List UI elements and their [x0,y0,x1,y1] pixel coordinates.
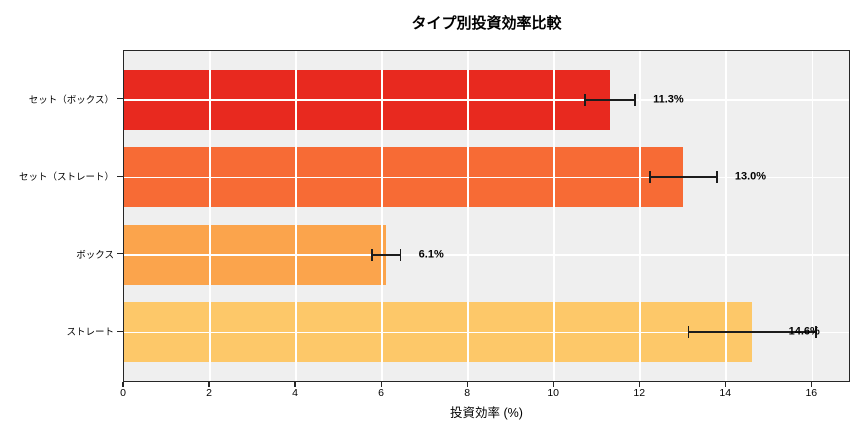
gridline [381,51,383,381]
value-label: 11.3% [653,93,684,106]
y-axis-tick [117,98,123,100]
x-axis-tick-label: 16 [805,387,818,399]
x-axis-tick-label: 0 [120,387,126,399]
x-axis-tick [638,382,640,387]
x-axis-tick [294,382,296,387]
x-axis-tick-label: 12 [633,387,646,399]
x-axis-tick [380,382,382,387]
x-axis-tick-label: 2 [206,387,212,399]
x-axis-tick [466,382,468,387]
gridline [124,99,849,101]
gridline [639,51,641,381]
error-bar-cap [648,171,651,184]
x-axis-tick-label: 14 [719,387,732,399]
value-label: 6.1% [418,248,444,261]
gridline [553,51,555,381]
gridline [124,176,849,178]
error-bar [648,171,718,184]
x-axis-tick [208,382,210,387]
gridline [209,51,211,381]
gridline [124,254,849,256]
error-bar-cap [584,93,587,106]
plot-area: 11.3% 13.0% 6.1% 14.6% [123,50,850,382]
y-axis-category-label: ボックス [76,249,114,261]
x-axis-tick [122,382,124,387]
x-axis-tick-label: 6 [378,387,385,399]
x-axis-label: 投資効率 (%) [450,406,523,420]
error-bar-cap [399,248,402,261]
gridline [725,51,727,381]
error-bar-cap [371,248,374,261]
gridline [295,51,297,381]
x-axis-tick [724,382,726,387]
error-bar-cap [687,326,690,339]
y-axis-category-label: セット（ボックス） [28,94,114,106]
y-axis-tick [117,253,123,255]
error-bar-cap [715,171,718,184]
error-bar [584,93,636,106]
y-axis-category-label: セット（ストレート） [18,172,114,184]
gridline [811,51,814,381]
value-label: 14.6% [788,325,820,338]
y-axis-tick [117,330,123,332]
chart-title: タイプ別投資効率比較 [411,15,562,32]
x-axis-tick-label: 4 [292,387,298,399]
y-axis-tick [117,175,123,177]
x-axis-tick-label: 8 [464,387,471,399]
x-axis-tick-label: 10 [547,387,560,399]
error-bar [371,248,402,261]
gridline [467,51,469,381]
error-bar [687,326,817,339]
x-axis-tick [810,382,812,387]
value-label: 13.0% [734,170,767,183]
error-bar-cap [634,93,636,106]
y-axis-category-label: ストレート [66,327,114,339]
gridline [124,331,849,333]
x-axis-tick [552,382,554,387]
error-bar-cap [814,326,817,339]
